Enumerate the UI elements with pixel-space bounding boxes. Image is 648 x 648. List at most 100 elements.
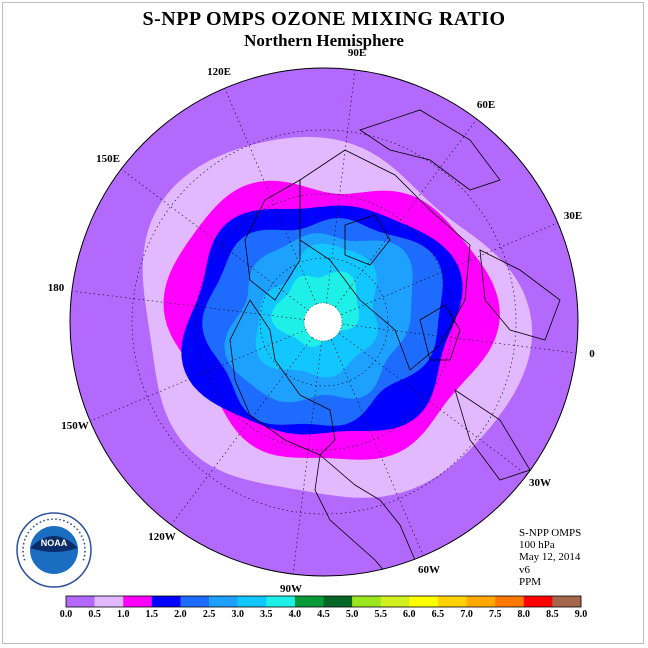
logo-ring-letter xyxy=(22,550,24,553)
coastline-7 xyxy=(479,249,561,341)
logo-ring-letter xyxy=(83,542,86,545)
ozone-contours xyxy=(70,68,578,576)
colorbar-swatch-2 xyxy=(123,596,153,607)
longitude-label-90w: 90W xyxy=(280,583,302,595)
colorbar-tick-label: 2.0 xyxy=(174,609,187,620)
meridian-3 xyxy=(342,324,577,354)
colorbar-swatch-9 xyxy=(323,596,353,607)
logo-bird xyxy=(30,536,78,552)
longitude-label-60w: 60W xyxy=(418,564,440,576)
colorbar-swatch-3 xyxy=(151,596,181,607)
colorbar-tick-label: 6.5 xyxy=(431,609,445,620)
logo-ring-letter xyxy=(22,554,25,557)
info-block: S-NPP OMPS 100 hPa May 12, 2014 v6 PPM xyxy=(519,527,581,588)
pole-no-data xyxy=(303,302,343,342)
colorbar-swatch-1 xyxy=(94,596,124,607)
logo-ring-letter xyxy=(66,521,69,524)
logo-ring-letter xyxy=(82,558,85,561)
colorbar-swatch-14 xyxy=(466,596,496,607)
noaa-logo: NOAA xyxy=(16,512,92,588)
meridian-6 xyxy=(292,340,322,575)
logo-ring-letter xyxy=(43,519,45,522)
colorbar-border xyxy=(65,595,582,608)
logo-ring-letter xyxy=(80,535,83,537)
coastline-8 xyxy=(454,389,531,481)
meridian-2 xyxy=(341,222,558,315)
colorbar-tick-label: 0.0 xyxy=(59,609,73,620)
meridian-4 xyxy=(339,333,528,476)
meridian-5 xyxy=(331,339,424,556)
meridian-0 xyxy=(326,69,356,304)
colorbar-tick-label: 7.5 xyxy=(488,609,502,620)
colorbar-tick-label: 2.5 xyxy=(202,609,216,620)
colorbar-swatch-8 xyxy=(294,596,324,607)
coastline-1 xyxy=(244,179,301,301)
info-version: v6 xyxy=(519,563,530,576)
chart-subtitle: Northern Hemisphere xyxy=(244,31,404,50)
coastline-5 xyxy=(419,304,461,361)
logo-ring-letter xyxy=(23,538,26,541)
colorbar-tick-label: 4.0 xyxy=(288,609,302,620)
colorbar-tick-label: 3.0 xyxy=(231,609,244,620)
info-instrument: S-NPP OMPS xyxy=(519,527,582,539)
colorbar-tick-label: 6.0 xyxy=(403,609,416,620)
longitude-label-150w: 150W xyxy=(61,420,89,432)
chart-title: S-NPP OMPS OZONE MIXING RATIO xyxy=(142,8,506,30)
colorbar-tick-label: 8.0 xyxy=(517,609,531,620)
logo-ring-letter xyxy=(47,518,49,521)
colorbar-tick-label: 9.0 xyxy=(574,609,588,620)
colorbar xyxy=(65,595,582,608)
colorbar-tick-label: 0.5 xyxy=(88,609,101,620)
colorbar-swatch-4 xyxy=(180,596,210,607)
colorbar-swatch-10 xyxy=(352,596,382,607)
graticule xyxy=(71,69,577,575)
meridian-7 xyxy=(170,337,313,526)
logo-ring-letter xyxy=(25,535,28,537)
colorbar-tick-label: 3.5 xyxy=(260,609,273,620)
coastline-6 xyxy=(359,109,501,191)
logo-ring-letter xyxy=(23,558,26,561)
colorbar-tick-label: 5.0 xyxy=(345,609,359,620)
logo-ring-letter xyxy=(32,525,35,528)
longitude-label-120w: 120W xyxy=(148,531,176,543)
coastline-2 xyxy=(229,299,336,456)
colorbar-swatch-16 xyxy=(523,596,553,607)
latitude-circle-2 xyxy=(131,129,517,515)
longitude-label-0: 0 xyxy=(589,348,595,360)
logo-ring-letter xyxy=(39,521,42,524)
logo-ring-letter xyxy=(82,538,85,541)
logo-ring-letter xyxy=(78,531,81,534)
coastline-4 xyxy=(344,214,391,266)
colorbar-swatch-12 xyxy=(409,596,439,607)
logo-text: NOAA xyxy=(41,538,68,548)
latitude-circle-1 xyxy=(195,193,453,451)
colorbar-tick-label: 7.0 xyxy=(460,609,473,620)
logo-ring-letter xyxy=(22,542,25,545)
longitude-label-180: 180 xyxy=(47,282,65,294)
latitude-circle-0 xyxy=(259,257,389,387)
colorbar-swatch-0 xyxy=(66,596,95,607)
colorbar-tick-label: 5.5 xyxy=(374,609,387,620)
meridian-10 xyxy=(120,168,309,311)
colorbar-swatch-13 xyxy=(437,596,467,607)
colorbar-tick-label: 8.5 xyxy=(546,609,559,620)
colorbar-swatch-17 xyxy=(552,596,582,607)
colorbar-tick-label: 4.5 xyxy=(317,609,330,620)
coastline-0 xyxy=(299,149,471,371)
logo-ring-letter xyxy=(29,528,32,531)
logo-ring-letter xyxy=(73,525,76,528)
longitude-label-150e: 150E xyxy=(96,153,120,165)
longitude-label-30e: 30E xyxy=(563,210,583,222)
logo-ring-letter xyxy=(27,531,30,534)
longitude-label-30w: 30W xyxy=(529,477,551,489)
longitude-label-90e: 90E xyxy=(347,47,367,59)
colorbar-swatch-15 xyxy=(495,596,525,607)
info-date: May 12, 2014 xyxy=(519,551,581,564)
logo-ring-letter xyxy=(83,554,86,557)
colorbar-swatch-6 xyxy=(237,596,267,607)
meridian-11 xyxy=(224,88,317,305)
meridian-8 xyxy=(90,329,307,422)
info-level: 100 hPa xyxy=(519,539,555,552)
logo-ring-letter xyxy=(76,528,79,531)
